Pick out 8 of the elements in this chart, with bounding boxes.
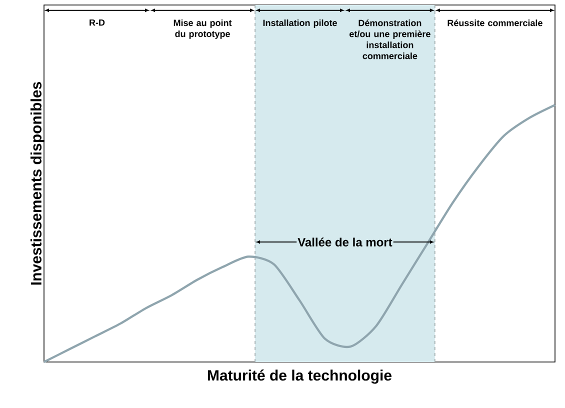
y-axis-title: Investissements disponibles <box>30 82 44 285</box>
text: Installation pilote <box>263 19 337 28</box>
text: Démonstration et/ou une première installation commerciale <box>350 19 430 60</box>
text: R-D <box>90 19 105 26</box>
text: Réussite commerciale <box>448 19 542 26</box>
x-axis-title: Maturité de la technologie <box>208 370 392 384</box>
text: Mise au point du prototype <box>174 19 232 39</box>
annotation: Vallée de la mort <box>298 238 392 246</box>
